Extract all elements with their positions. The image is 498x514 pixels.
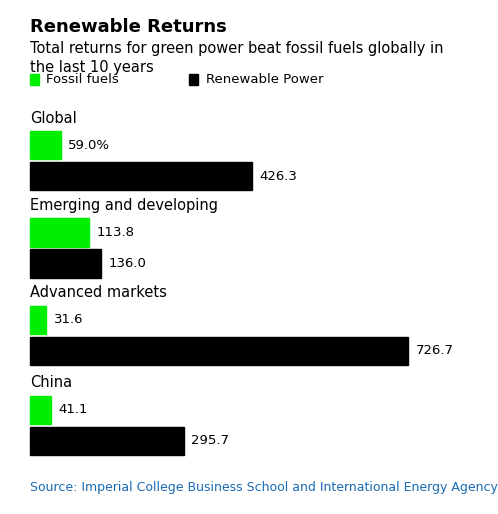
Text: Renewable Returns: Renewable Returns xyxy=(30,18,227,36)
Text: 113.8: 113.8 xyxy=(97,226,134,239)
Bar xyxy=(30,337,408,365)
Text: Fossil fuels: Fossil fuels xyxy=(46,73,119,86)
Bar xyxy=(30,306,46,334)
Text: 59.0%: 59.0% xyxy=(68,139,110,152)
Text: 295.7: 295.7 xyxy=(191,434,230,447)
Text: Total returns for green power beat fossil fuels globally in
the last 10 years: Total returns for green power beat fossi… xyxy=(30,41,443,76)
Bar xyxy=(189,74,198,85)
Text: Global: Global xyxy=(30,111,77,125)
Bar xyxy=(30,396,51,424)
Bar xyxy=(30,162,252,190)
Text: 426.3: 426.3 xyxy=(259,170,297,182)
Text: 136.0: 136.0 xyxy=(108,257,146,270)
Text: 41.1: 41.1 xyxy=(59,403,88,416)
Text: China: China xyxy=(30,375,72,390)
Text: 31.6: 31.6 xyxy=(54,314,83,326)
Text: Advanced markets: Advanced markets xyxy=(30,285,167,300)
Bar xyxy=(30,249,101,278)
Bar xyxy=(30,74,39,85)
Bar xyxy=(30,131,61,159)
Text: Renewable Power: Renewable Power xyxy=(206,73,323,86)
Bar xyxy=(30,218,89,247)
Text: 726.7: 726.7 xyxy=(416,344,454,357)
Bar xyxy=(30,427,184,455)
Text: Emerging and developing: Emerging and developing xyxy=(30,198,218,213)
Text: Source: Imperial College Business School and International Energy Agency: Source: Imperial College Business School… xyxy=(30,482,498,494)
